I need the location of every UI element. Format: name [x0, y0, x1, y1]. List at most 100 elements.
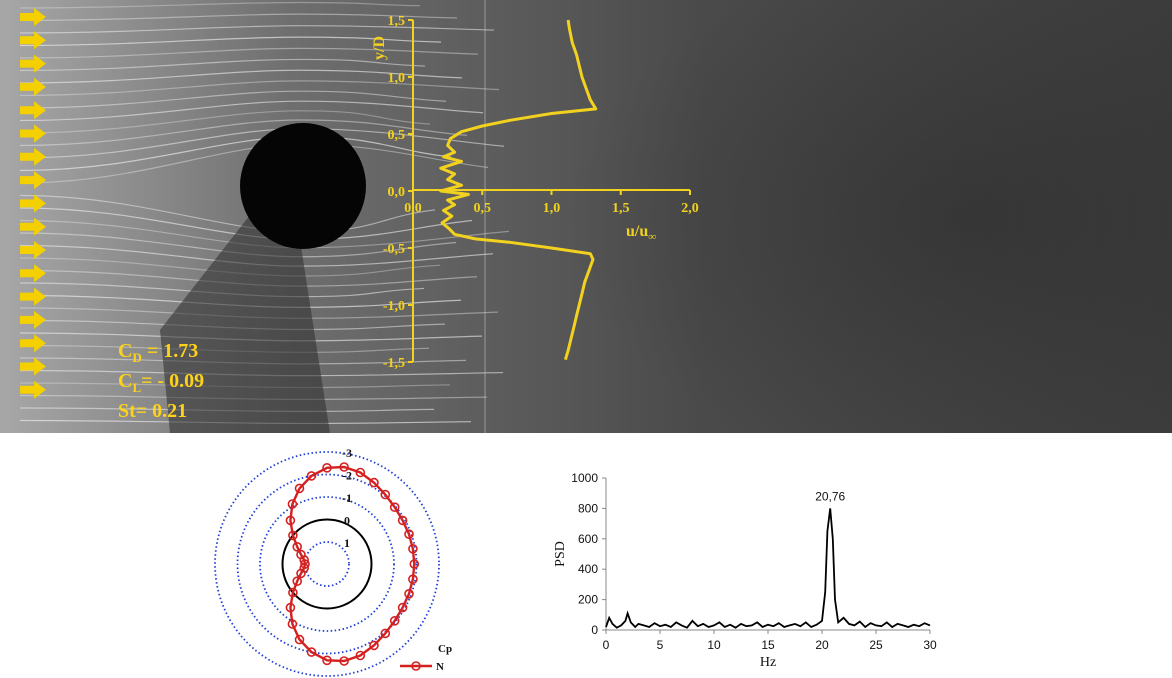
ring-label: -1 [342, 491, 352, 505]
flow-arrow-icon [20, 147, 46, 166]
streakline [19, 13, 458, 22]
flow-arrow-icon [20, 357, 46, 376]
cp-point [397, 602, 408, 613]
flow-arrow-icon [20, 8, 46, 26]
cp-point [292, 542, 302, 552]
cylinder [240, 123, 366, 249]
cp-point [294, 483, 305, 494]
psd-x-tick-label: 20 [815, 638, 829, 652]
cp-point [322, 462, 332, 473]
y-tick-label: 1,0 [388, 71, 406, 86]
x-axis-label: u/u∞ [626, 223, 656, 243]
flow-arrow-icon [20, 77, 46, 96]
psd-x-tick-label: 10 [707, 638, 721, 652]
flow-arrow-icon [20, 54, 46, 73]
cp-point [369, 640, 379, 651]
cp-point [408, 544, 418, 554]
cp-point [288, 587, 298, 598]
streakline [19, 110, 431, 134]
cp-point [292, 576, 302, 586]
cp-curve [289, 465, 416, 663]
reference-circle [281, 518, 373, 610]
streakline [19, 36, 442, 47]
cp-point [408, 574, 418, 584]
y-tick-label: 1,5 [388, 14, 406, 29]
cp-point [294, 634, 305, 645]
flow-arrow-icon [20, 310, 46, 329]
inflow-arrows [20, 8, 46, 399]
cp-point [288, 530, 298, 541]
flow-arrow-icon [20, 287, 46, 306]
psd-x-tick-label: 0 [603, 638, 610, 652]
strouhal-number: St= 0.21 [118, 400, 188, 422]
flow-arrow-icon [20, 171, 46, 190]
cp-point [287, 619, 298, 629]
cp-point [306, 471, 317, 481]
legend-title: Cp [438, 643, 452, 655]
streakline [19, 100, 484, 122]
streakline [19, 80, 500, 97]
x-tick-label: 2,0 [681, 201, 699, 216]
legend-entry: N [436, 661, 444, 673]
psd-x-tick-label: 5 [657, 638, 664, 652]
flow-visualization-photo: 1,5 1,0 0,5 0,0 -0,5 -1,0 -1,5 0,0 0,5 1,0 1,5 2,0 y… [0, 0, 1172, 433]
cp-point [389, 616, 400, 626]
drag-coefficient: CD = 1.73 [118, 340, 199, 365]
y-tick-label: -1,5 [383, 356, 405, 371]
y-tick-label: 0,5 [388, 128, 406, 143]
streakline [19, 90, 447, 109]
x-tick-label: 1,0 [543, 201, 561, 216]
cp-point [300, 559, 310, 569]
velocity-profile-chart: 1,5 1,0 0,5 0,0 -0,5 -1,0 -1,5 0,0 0,5 1,0 1,5 2,0 y… [371, 14, 699, 371]
polar-grid-ring [304, 541, 350, 587]
cp-point [355, 467, 366, 478]
psd-x-tick-label: 25 [869, 638, 883, 652]
cp-point [306, 647, 317, 657]
ring-label: 1 [344, 536, 350, 550]
streakline [19, 47, 479, 59]
flow-arrow-icon [20, 31, 46, 50]
psd-y-axis-label: PSD [553, 541, 568, 567]
streakline [19, 1, 421, 9]
psd-y-tick-label: 200 [578, 593, 598, 607]
y-tick-label: -0,5 [383, 242, 405, 257]
flow-arrow-icon [20, 264, 46, 283]
cp-point [380, 628, 391, 639]
flow-arrow-icon [20, 124, 46, 143]
cylinder-shadow [160, 215, 330, 433]
cp-polar-chart: -3 -2 -1 0 1 Cp N [214, 446, 452, 677]
streakline [19, 58, 426, 72]
cp-point [369, 477, 379, 488]
psd-peak-label: 20,76 [815, 489, 845, 503]
cp-point [355, 650, 366, 661]
lift-coefficient: CL= - 0.09 [118, 370, 205, 395]
psd-chart: 0 200 400 600 800 1000 0 5 10 15 20 25 30 PSD Hz 20,76 [553, 471, 937, 670]
cp-point [409, 559, 420, 569]
velocity-profile-line [439, 19, 598, 361]
psd-x-tick-label: 30 [923, 638, 937, 652]
psd-x-tick-label: 15 [761, 638, 775, 652]
psd-x-axis-label: Hz [760, 655, 776, 670]
cp-point [339, 462, 349, 472]
ring-label: -3 [342, 446, 352, 460]
ring-label: -2 [342, 469, 352, 483]
psd-y-tick-label: 0 [591, 623, 598, 637]
cp-point [404, 529, 414, 539]
cp-point [296, 549, 306, 560]
polar-grid-ring [259, 496, 395, 632]
cp-point [299, 563, 309, 573]
legend-marker [411, 661, 421, 671]
streakline [19, 69, 463, 84]
flow-arrow-icon [20, 241, 46, 259]
cp-point [322, 655, 332, 666]
flow-arrow-icon [20, 380, 46, 399]
flow-arrow-icon [20, 194, 46, 213]
psd-y-tick-label: 600 [578, 532, 598, 546]
x-tick-label: 0,5 [474, 201, 492, 216]
cp-point [397, 515, 408, 526]
streakline [19, 25, 495, 34]
psd-y-tick-label: 400 [578, 562, 598, 576]
cp-point [339, 656, 349, 666]
psd-line [605, 508, 931, 629]
psd-y-tick-label: 1000 [571, 471, 598, 485]
